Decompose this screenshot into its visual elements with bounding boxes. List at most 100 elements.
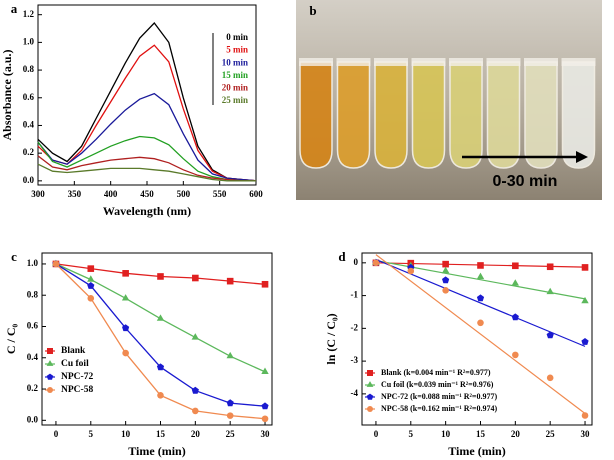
vial [374,61,408,169]
series-line [37,135,256,182]
x-tick-label: 20 [511,429,521,439]
x-tick-label: 5 [89,429,94,439]
legend-label: Blank [61,346,86,356]
vial [336,61,371,169]
axis-frame [361,252,593,426]
y-tick-label: 0 [354,257,359,267]
photo-annotation: 0-30 min [493,173,558,190]
legend-label: Cu foil (k=0.039 min⁻¹ R²=0.976) [381,380,494,389]
marker [122,324,130,332]
legend-label: 0 min [226,32,248,42]
x-tick-label: 30 [261,429,271,439]
y-tick-label: 0.8 [27,289,39,299]
series-line [37,92,257,182]
marker [226,277,234,285]
marker [261,402,269,410]
legend-label: NPC-72 [61,372,93,382]
marker [367,370,373,376]
marker [407,267,415,275]
x-tick-label: 400 [104,189,118,199]
marker [581,338,589,345]
legend-label: NPC-58 [61,385,93,395]
marker [157,273,164,280]
legend-label: 25 min [222,95,248,105]
x-tick-label: 600 [249,189,263,199]
marker [366,393,374,400]
marker [476,294,485,302]
marker [477,262,484,269]
legend-label: 20 min [222,82,248,92]
marker [122,270,129,277]
vial-cap [486,58,521,66]
vial-cap [374,58,408,66]
marker [87,282,95,289]
x-tick-label: 25 [226,429,236,439]
y-axis-label: Absorbance (a.u.) [0,49,14,140]
legend-label: Cu foil [61,359,89,369]
marker [367,406,373,412]
marker [87,295,95,302]
series-line [37,155,256,182]
y-tick-label: 0.0 [27,414,39,424]
y-tick-label: 0.4 [27,352,39,362]
marker [366,381,374,387]
vial-cap [299,58,333,66]
marker [546,331,554,339]
y-tick-label: -2 [351,322,359,332]
y-tick-label: -4 [351,388,359,398]
x-tick-label: 5 [409,429,414,439]
marker [581,412,589,419]
vial-cap [411,58,446,66]
vial [411,61,446,169]
y-tick-label: 0.8 [23,64,35,74]
marker [261,415,269,423]
panel-label: d [338,249,346,264]
y-tick-label: 0.2 [27,383,39,393]
y-tick-label: 1.0 [23,36,35,46]
x-tick-label: 10 [121,429,131,439]
x-tick-label: 0 [54,429,59,439]
y-axis-label: C / C₀ [4,323,18,354]
x-axis-label: Wavelength (nm) [103,204,191,218]
x-axis-label: Time (min) [448,444,505,458]
x-tick-label: 450 [140,189,154,199]
marker [46,360,54,366]
marker [546,374,554,382]
vial [299,61,333,169]
panel-label: a [11,1,18,16]
x-tick-label: 20 [191,429,201,439]
vial-cap [561,58,596,66]
marker [226,351,234,359]
x-tick-label: 15 [156,429,166,439]
marker [512,351,519,359]
arrow-head [576,151,588,163]
vial [486,61,521,169]
marker [511,279,519,286]
x-tick-label: 0 [374,429,379,439]
fit-line [375,254,586,415]
marker [477,319,484,327]
marker [442,260,449,268]
marker [191,333,199,340]
marker [122,349,129,357]
y-tick-label: -3 [351,355,359,365]
marker [581,264,589,271]
y-tick-label: 0.0 [23,175,35,185]
legend-label: 10 min [222,57,248,67]
y-tick-label: 1.2 [23,9,35,19]
vial [449,61,483,169]
y-tick-label: 1.0 [27,258,39,268]
marker [121,294,130,301]
vial-cap [524,58,558,66]
marker [441,266,450,274]
vial-cap [336,58,371,66]
photo: 0-30 min b [296,0,602,200]
marker [156,363,165,371]
vial [524,61,558,169]
marker [261,367,269,374]
marker [87,275,95,282]
marker [261,280,269,288]
x-tick-label: 300 [31,189,45,199]
marker [47,387,53,393]
